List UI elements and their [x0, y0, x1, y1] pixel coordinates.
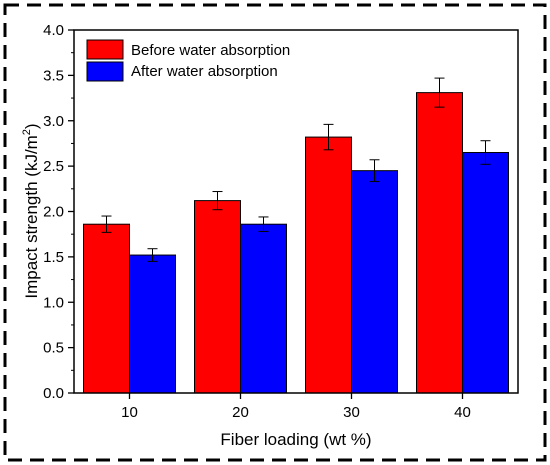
error-bars-group: [101, 77, 491, 262]
legend-swatch-after: [86, 61, 124, 82]
bar-before-10: [83, 223, 130, 394]
legend-label-after: After water absorption: [131, 63, 278, 80]
legend-swatch-before: [86, 39, 124, 60]
y-axis-label-superscript: 2: [21, 129, 33, 135]
bar-after-30: [351, 170, 398, 394]
bar-before-30: [305, 136, 352, 394]
y-axis-label-close: ): [22, 123, 41, 129]
x-tick-label: 10: [121, 404, 138, 421]
legend: Before water absorption After water abso…: [86, 39, 290, 82]
x-axis-ticks: 10 20 30 40: [121, 393, 471, 421]
x-tick-label: 40: [454, 404, 471, 421]
y-tick-label: 0.5: [43, 340, 64, 357]
bar-after-20: [240, 223, 287, 394]
bar-before-40: [416, 92, 463, 394]
y-tick-label: 2.0: [43, 204, 64, 221]
y-tick-label: 1.0: [43, 294, 64, 311]
bar-before-20: [194, 200, 241, 394]
legend-label-before: Before water absorption: [131, 42, 290, 59]
y-tick-label: 2.5: [43, 158, 64, 175]
y-tick-label: 4.0: [43, 22, 64, 39]
y-axis-label-main: Impact strength (kJ/m: [22, 135, 41, 298]
bar-after-40: [462, 152, 509, 394]
y-tick-label: 0.0: [43, 385, 64, 402]
bar-after-10: [129, 254, 176, 394]
y-axis-ticks: 0.0 0.5 1.0 1.5 2.0 2.5 3.0 3.5 4.0: [43, 22, 74, 402]
dashed-frame: [3, 3, 547, 462]
x-tick-label: 20: [232, 404, 249, 421]
y-tick-label: 3.0: [43, 113, 64, 130]
x-tick-label: 30: [343, 404, 360, 421]
bars-group: [83, 92, 509, 394]
y-tick-label: 1.5: [43, 249, 64, 266]
x-axis-label: Fiber loading (wt %): [220, 430, 371, 449]
y-tick-label: 3.5: [43, 67, 64, 84]
y-axis-label: Impact strength (kJ/m2): [21, 123, 41, 298]
